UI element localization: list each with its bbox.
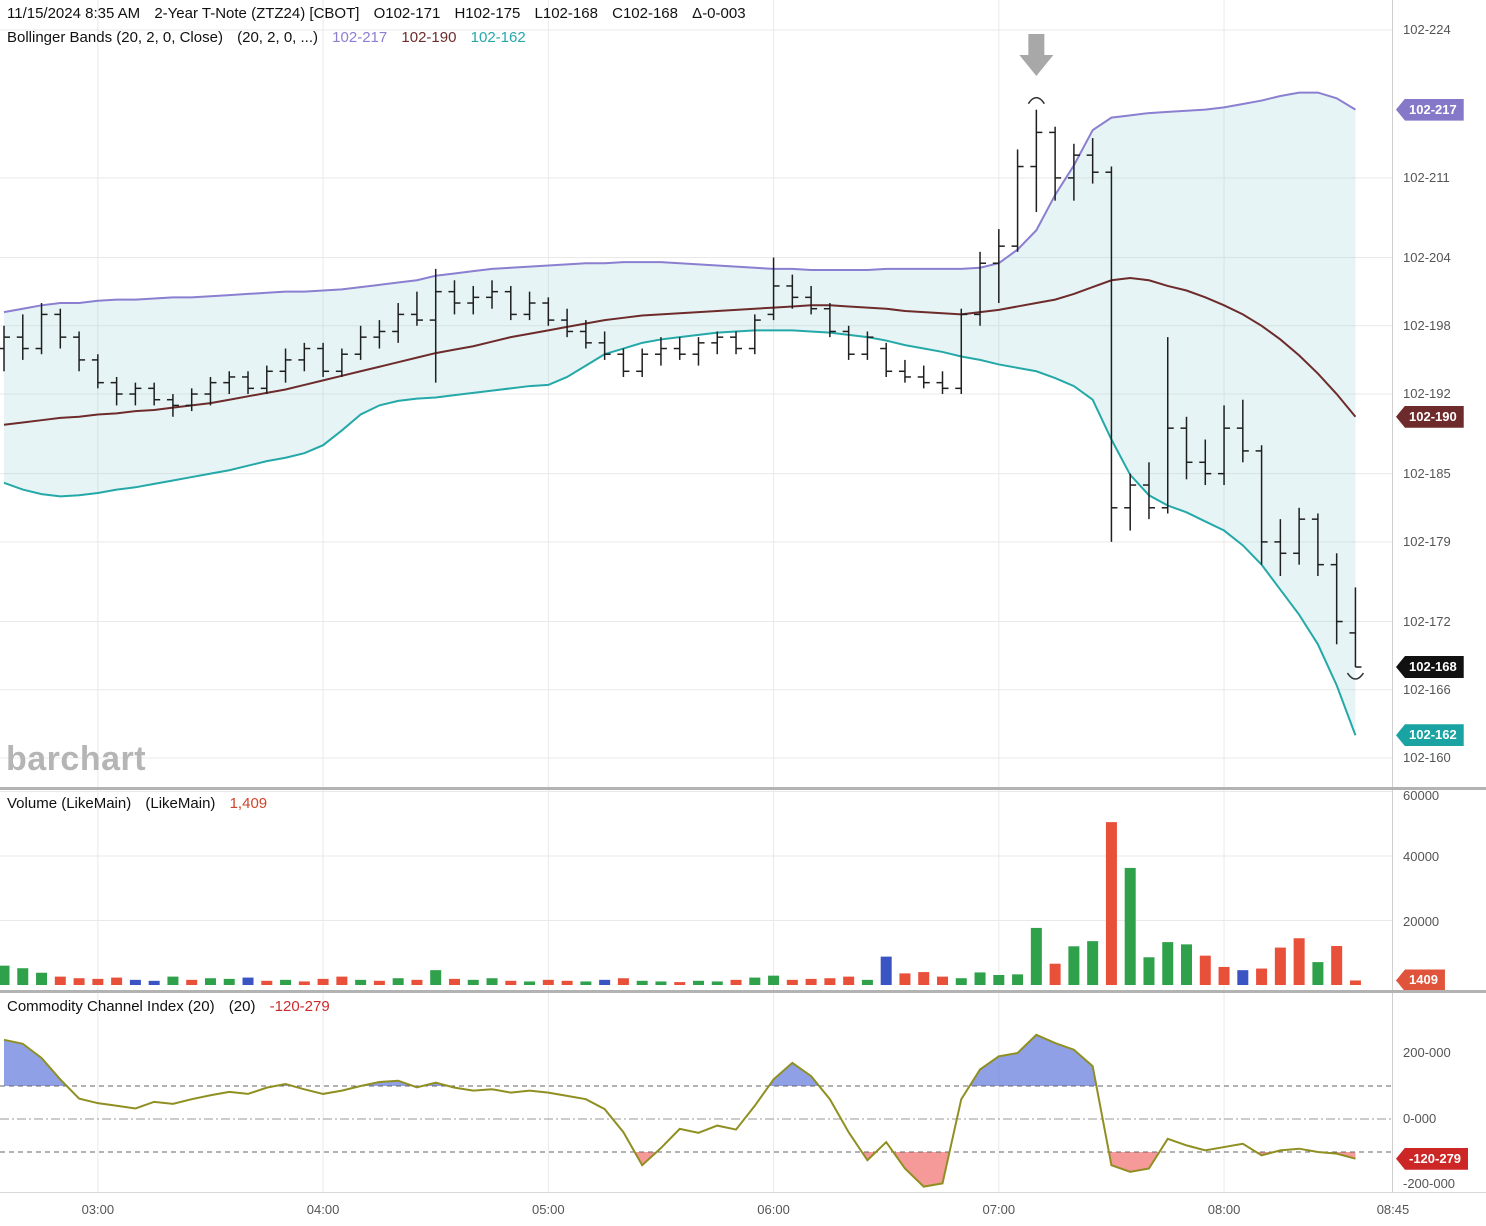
volume-badge: 1409: [1396, 969, 1445, 992]
time-axis[interactable]: 03:00 04:00 05:00 06:00 07:00 08:00 08:45: [0, 1192, 1486, 1226]
panel-divider-2[interactable]: [0, 990, 1486, 993]
price-axis-label: 102-224: [1403, 22, 1451, 38]
panel-divider[interactable]: [0, 787, 1486, 790]
time-axis-label: 04:00: [306, 1202, 340, 1217]
price-chart-svg[interactable]: [0, 0, 1393, 787]
cci-badge: -120-279: [1396, 1147, 1469, 1170]
price-axis-label: 102-204: [1403, 249, 1451, 265]
volume-axis-label: 40000: [1403, 849, 1440, 864]
time-axis-label: 07:00: [982, 1202, 1016, 1217]
volume-panel: Volume (LikeMain) (LikeMain) 1,409 60000…: [0, 788, 1486, 992]
volume-bars: [0, 822, 1361, 985]
time-axis-label: 05:00: [532, 1202, 565, 1217]
price-axis-label: 102-160: [1403, 750, 1451, 766]
cci-grid: [97, 993, 1393, 1192]
study-label: Bollinger Bands (20, 2, 0, Close): [7, 29, 223, 46]
price-axis-label: 102-179: [1403, 533, 1451, 549]
chart-header: 11/15/2024 8:35 AM 2-Year T-Note (ZTZ24)…: [7, 5, 756, 22]
cci-overbought-fill: [4, 1034, 1097, 1086]
study-params: (20, 2, 0, ...): [237, 29, 318, 46]
volume-grid: [0, 790, 1393, 990]
volume-value: 1,409: [229, 795, 268, 812]
cci-axis[interactable]: 200-000 0-000 -200-000 -120-279: [1393, 993, 1486, 1192]
session-low-marker: [1346, 672, 1365, 680]
bollinger-upper-line: [3, 91, 1356, 314]
cci-label: Commodity Channel Index (20): [7, 998, 215, 1015]
header-close: C102-168: [612, 5, 678, 22]
cci-header: Commodity Channel Index (20) (20) -120-2…: [7, 998, 340, 1015]
cci-axis-label: 0-000: [1403, 1111, 1437, 1126]
bb-upper-value: 102-217: [332, 29, 388, 46]
price-badge-middle: 102-190: [1396, 405, 1464, 428]
price-axis-label: 102-185: [1403, 465, 1451, 481]
header-datetime: 11/15/2024 8:35 AM: [7, 5, 141, 22]
bollinger-fill: [4, 92, 1356, 736]
volume-label: Volume (LikeMain): [7, 795, 132, 812]
volume-axis-label: 60000: [1403, 788, 1440, 803]
header-change: Δ-0-003: [692, 5, 746, 22]
bb-lower-value: 102-162: [470, 29, 526, 46]
cci-axis-label: 200-000: [1403, 1045, 1451, 1060]
time-axis-label: 08:45: [1376, 1202, 1410, 1217]
cci-chart-svg[interactable]: [0, 993, 1393, 1192]
header-high: H102-175: [454, 5, 521, 22]
price-axis-label: 102-166: [1403, 681, 1451, 697]
time-axis-label: 06:00: [757, 1202, 790, 1217]
price-panel: 102-224 102-211 102-204 102-198 102-192 102-1…: [0, 0, 1486, 787]
bollinger-middle-line: [3, 276, 1357, 426]
price-grid: [0, 0, 1393, 787]
cci-params: (20): [228, 998, 256, 1015]
price-axis-label: 102-211: [1403, 169, 1450, 185]
cci-panel: Commodity Channel Index (20) (20) -120-2…: [0, 993, 1486, 1192]
price-badge-lower: 102-162: [1396, 724, 1464, 747]
time-axis-label: 03:00: [81, 1202, 115, 1217]
down-arrow-icon: [1019, 34, 1054, 76]
header-symbol: 2-Year T-Note (ZTZ24) [CBOT]: [154, 5, 360, 22]
price-axis[interactable]: 102-224 102-211 102-204 102-198 102-192 102-1…: [1393, 0, 1486, 787]
bb-middle-value: 102-190: [401, 29, 457, 46]
header-low: L102-168: [534, 5, 598, 22]
session-high-marker: [1027, 96, 1045, 105]
price-axis-label: 102-192: [1403, 386, 1451, 402]
price-badge-upper: 102-217: [1396, 98, 1464, 121]
time-axis-label: 08:00: [1207, 1202, 1241, 1217]
header-open: O102-171: [373, 5, 441, 22]
price-axis-label: 102-172: [1403, 613, 1451, 629]
cci-value: -120-279: [269, 998, 330, 1015]
price-axis-label: 102-198: [1403, 317, 1451, 333]
cci-axis-label: -200-000: [1403, 1176, 1456, 1191]
volume-params: (LikeMain): [145, 795, 216, 812]
volume-axis-label: 20000: [1403, 913, 1440, 929]
volume-header: Volume (LikeMain) (LikeMain) 1,409: [7, 795, 277, 812]
cci-line: [3, 1033, 1356, 1188]
volume-chart-svg[interactable]: [0, 790, 1393, 990]
barchart-watermark: barchart: [6, 740, 147, 778]
price-badge-last: 102-168: [1396, 656, 1464, 679]
cci-oversold-fill: [634, 1152, 1356, 1187]
volume-axis[interactable]: 60000 40000 20000 1409: [1393, 788, 1486, 992]
ohlc-bars: [0, 109, 1362, 668]
study-header: Bollinger Bands (20, 2, 0, Close) (20, 2…: [7, 29, 536, 46]
